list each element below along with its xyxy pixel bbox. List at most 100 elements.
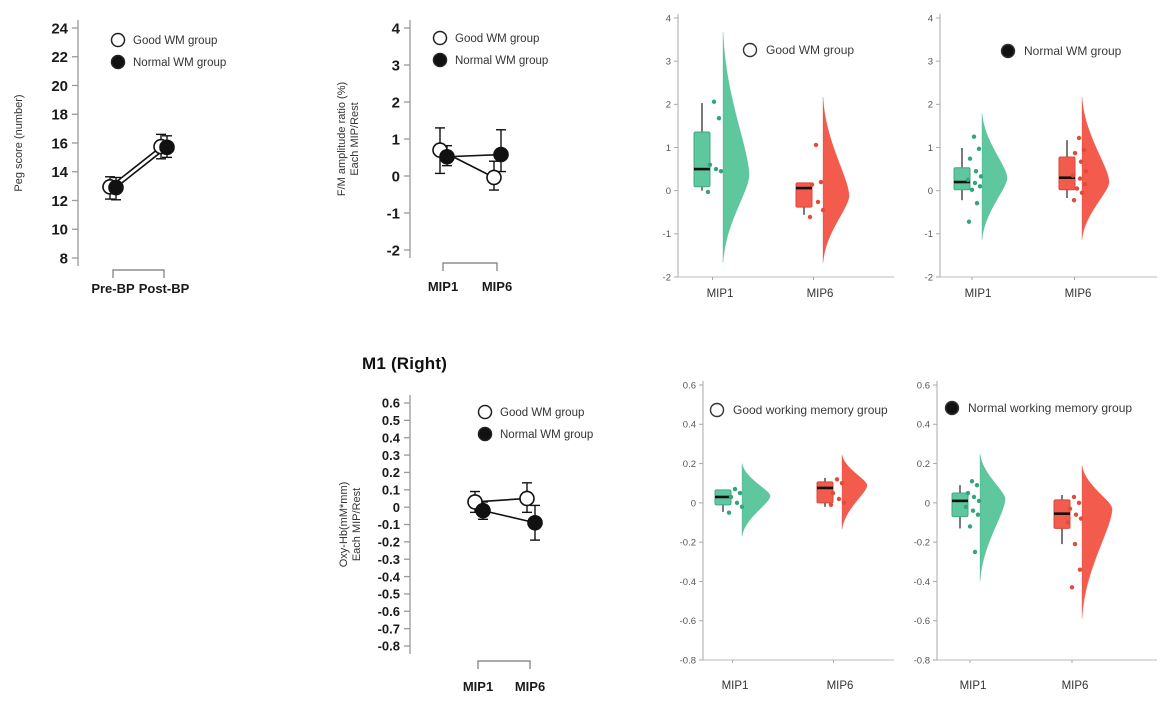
data-point	[975, 512, 981, 517]
legend-open-circle-icon	[742, 42, 758, 58]
x-category-label: MIP1	[463, 679, 493, 694]
x-category-label: MIP1	[428, 279, 458, 294]
data-point	[1070, 173, 1076, 178]
data-point	[734, 500, 740, 506]
y-tick-label: -1	[663, 229, 671, 240]
data-point	[834, 477, 840, 482]
data-point	[818, 179, 824, 185]
fm_raincloud_good-plot: 4 3 2 1 0 -1 -2 MIP1 MIP6 Good WM group	[663, 13, 894, 300]
y-tick-label: 0	[392, 168, 400, 185]
y-tick-label: -0.5	[378, 587, 400, 602]
data-point	[977, 184, 983, 189]
oxyhb_raincloud_normal-svg: 0.6 0.4 0.2 0 -0.2 -0.4 -0.6 -0.8 MIP1 MIP6 Normal…	[914, 380, 1157, 692]
legend-open-circle-icon	[110, 32, 126, 48]
y-tick-label: 0.4	[917, 420, 930, 431]
y-tick-label: -0.6	[680, 616, 696, 627]
data-point	[707, 162, 713, 167]
data-point	[807, 214, 813, 220]
y-tick-label: 2	[392, 94, 400, 111]
m1-right-title: M1 (Right)	[362, 354, 448, 373]
y-tick-label: -0.2	[680, 538, 696, 549]
y-tick-label: -1	[925, 229, 933, 240]
x-category-label: Pre-BP	[91, 281, 135, 296]
y-tick-label: 3	[666, 57, 671, 68]
data-point	[711, 99, 717, 104]
box-mip1	[951, 492, 969, 518]
data-point	[1079, 190, 1085, 196]
series-line	[115, 146, 168, 189]
legend-label: Good WM group	[455, 33, 539, 45]
y-tick-label: 4	[666, 13, 671, 24]
legend-label: Good WM group	[500, 407, 584, 419]
data-point	[728, 494, 734, 500]
y-tick-label: 0.6	[382, 396, 400, 411]
panel-peg-score: 24 22 20 18 16 14 12 10 8 Peg score (number) Good …	[0, 0, 305, 310]
data-point	[970, 508, 976, 513]
y-tick-label: -2	[387, 242, 400, 259]
data-point	[716, 115, 722, 121]
data-point	[1069, 585, 1075, 590]
marker-filled	[439, 148, 455, 165]
legend-filled-circle-icon	[477, 426, 493, 442]
data-point	[828, 502, 834, 508]
data-point	[976, 146, 982, 151]
series-line	[109, 145, 162, 188]
y-tick-label: 10	[51, 222, 68, 239]
data-point	[1071, 494, 1077, 500]
y-tick-label: -1	[387, 205, 400, 222]
y-tick-label: 18	[51, 107, 68, 124]
oxyhb_raincloud_normal-plot: 0.6 0.4 0.2 0 -0.2 -0.4 -0.6 -0.8 MIP1 MIP6 Normal…	[914, 380, 1157, 692]
x-category-label: MIP6	[1062, 680, 1089, 692]
peg_score-svg: 24 22 20 18 16 14 12 10 8 Peg score (number) Good …	[13, 20, 226, 296]
data-point	[809, 182, 815, 187]
y-tick-label: 0.6	[917, 380, 930, 391]
legend-open-circle-icon	[477, 404, 493, 420]
legend-filled-circle-icon	[944, 400, 960, 416]
y-tick-label: -0.7	[378, 621, 400, 636]
x-category-label: MIP6	[515, 679, 545, 694]
data-point	[1083, 169, 1089, 174]
y-tick-label: 0	[925, 498, 930, 509]
fm_raincloud_good-svg: 4 3 2 1 0 -1 -2 MIP1 MIP6 Good WM group	[663, 13, 894, 300]
half-violin-mip6	[1081, 96, 1110, 240]
legend-open-circle-icon	[432, 30, 448, 46]
panel-oxyhb-line: 0.6 0.5 0.4 0.3 0.2 0.1 0 -0.1 -0.2 -0.3 -0.4 -0.5 -…	[330, 350, 622, 720]
oxyhb-svg: 0.6 0.5 0.4 0.3 0.2 0.1 0 -0.1 -0.2 -0.3 -0.4 -0.5 -…	[338, 395, 593, 694]
data-point	[965, 177, 971, 183]
data-point	[1078, 516, 1084, 521]
y-tick-label: -0.8	[680, 655, 696, 666]
box-mip1	[953, 167, 971, 191]
legend-label: Good working memory group	[733, 403, 888, 417]
series-line	[474, 497, 528, 503]
legend-label: Normal WM group	[133, 57, 226, 69]
x-category-label: MIP6	[1065, 288, 1092, 300]
x-bracket	[477, 660, 531, 669]
data-point	[974, 482, 980, 488]
data-point	[713, 166, 719, 172]
marker-open	[519, 490, 535, 507]
data-point	[705, 189, 711, 195]
series-line	[446, 153, 502, 158]
data-point	[726, 510, 732, 515]
data-point	[830, 490, 836, 496]
data-point	[969, 187, 975, 193]
x-category-label: MIP6	[807, 288, 834, 300]
legend-label: Normal working memory group	[968, 401, 1132, 415]
data-point	[836, 496, 842, 502]
y-axis-title: Each MIP/Rest	[351, 488, 363, 561]
data-point	[963, 504, 969, 509]
box-mip6	[795, 182, 813, 208]
y-tick-label: -0.2	[378, 535, 400, 550]
y-tick-label: 20	[51, 78, 68, 95]
data-point	[820, 207, 826, 213]
oxyhb-plot: 0.6 0.5 0.4 0.3 0.2 0.1 0 -0.1 -0.2 -0.3 -0.4 -0.5 -…	[338, 395, 593, 694]
y-tick-label: 0	[393, 500, 400, 515]
data-point	[815, 199, 821, 205]
y-tick-label: 8	[60, 250, 68, 267]
data-point	[965, 490, 971, 496]
marker-filled	[475, 502, 491, 519]
y-tick-label: 0.4	[382, 430, 401, 445]
y-tick-label: 0.3	[382, 448, 400, 463]
y-tick-label: 24	[51, 20, 68, 37]
legend-label: Good WM group	[133, 35, 217, 47]
